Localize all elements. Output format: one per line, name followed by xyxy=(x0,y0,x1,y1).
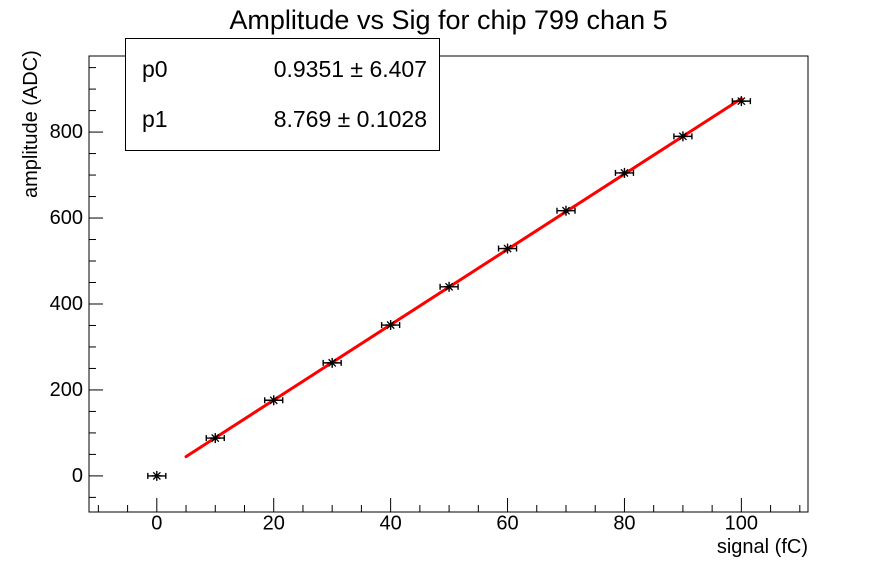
data-point-marker xyxy=(322,357,342,368)
y-tick-label: 800 xyxy=(50,121,83,143)
y-tick-label: 400 xyxy=(50,293,83,315)
y-tick-label: 200 xyxy=(50,379,83,401)
stats-param-name: p1 xyxy=(142,105,168,132)
y-axis-title: amplitude (ADC) xyxy=(20,50,42,198)
x-tick-label: 60 xyxy=(496,513,518,535)
x-tick-label: 80 xyxy=(613,513,635,535)
y-tick-label: 600 xyxy=(50,207,83,229)
data-point-marker xyxy=(205,433,225,444)
stats-param-value: 8.769 ± 0.1028 xyxy=(273,105,427,132)
fit-stats-box: p0 0.9351 ± 6.407 p1 8.769 ± 0.1028 xyxy=(125,38,440,151)
x-axis-title: signal (fC) xyxy=(716,536,808,558)
data-point-marker xyxy=(614,167,635,178)
plot-frame xyxy=(88,55,809,513)
data-point-marker xyxy=(673,131,693,142)
chart-title: Amplitude vs Sig for chip 799 chan 5 xyxy=(229,5,668,35)
data-point-marker xyxy=(380,320,401,331)
data-point-marker xyxy=(556,205,576,216)
x-tick-label: 100 xyxy=(725,513,758,535)
x-tick-label: 40 xyxy=(380,513,402,535)
stats-param-name: p0 xyxy=(142,56,168,83)
stats-row-p0: p0 0.9351 ± 6.407 xyxy=(126,56,439,83)
data-point-marker xyxy=(147,470,167,481)
x-tick-label: 0 xyxy=(151,513,162,535)
y-tick-label: 0 xyxy=(72,465,83,487)
data-point-marker xyxy=(497,243,518,254)
x-tick-label: 20 xyxy=(263,513,285,535)
data-point-marker xyxy=(731,96,752,107)
data-point-marker xyxy=(439,281,459,292)
stats-param-value: 0.9351 ± 6.407 xyxy=(273,56,427,83)
stats-row-p1: p1 8.769 ± 0.1028 xyxy=(126,106,439,133)
data-point-marker xyxy=(264,395,284,406)
fit-line xyxy=(184,97,743,459)
